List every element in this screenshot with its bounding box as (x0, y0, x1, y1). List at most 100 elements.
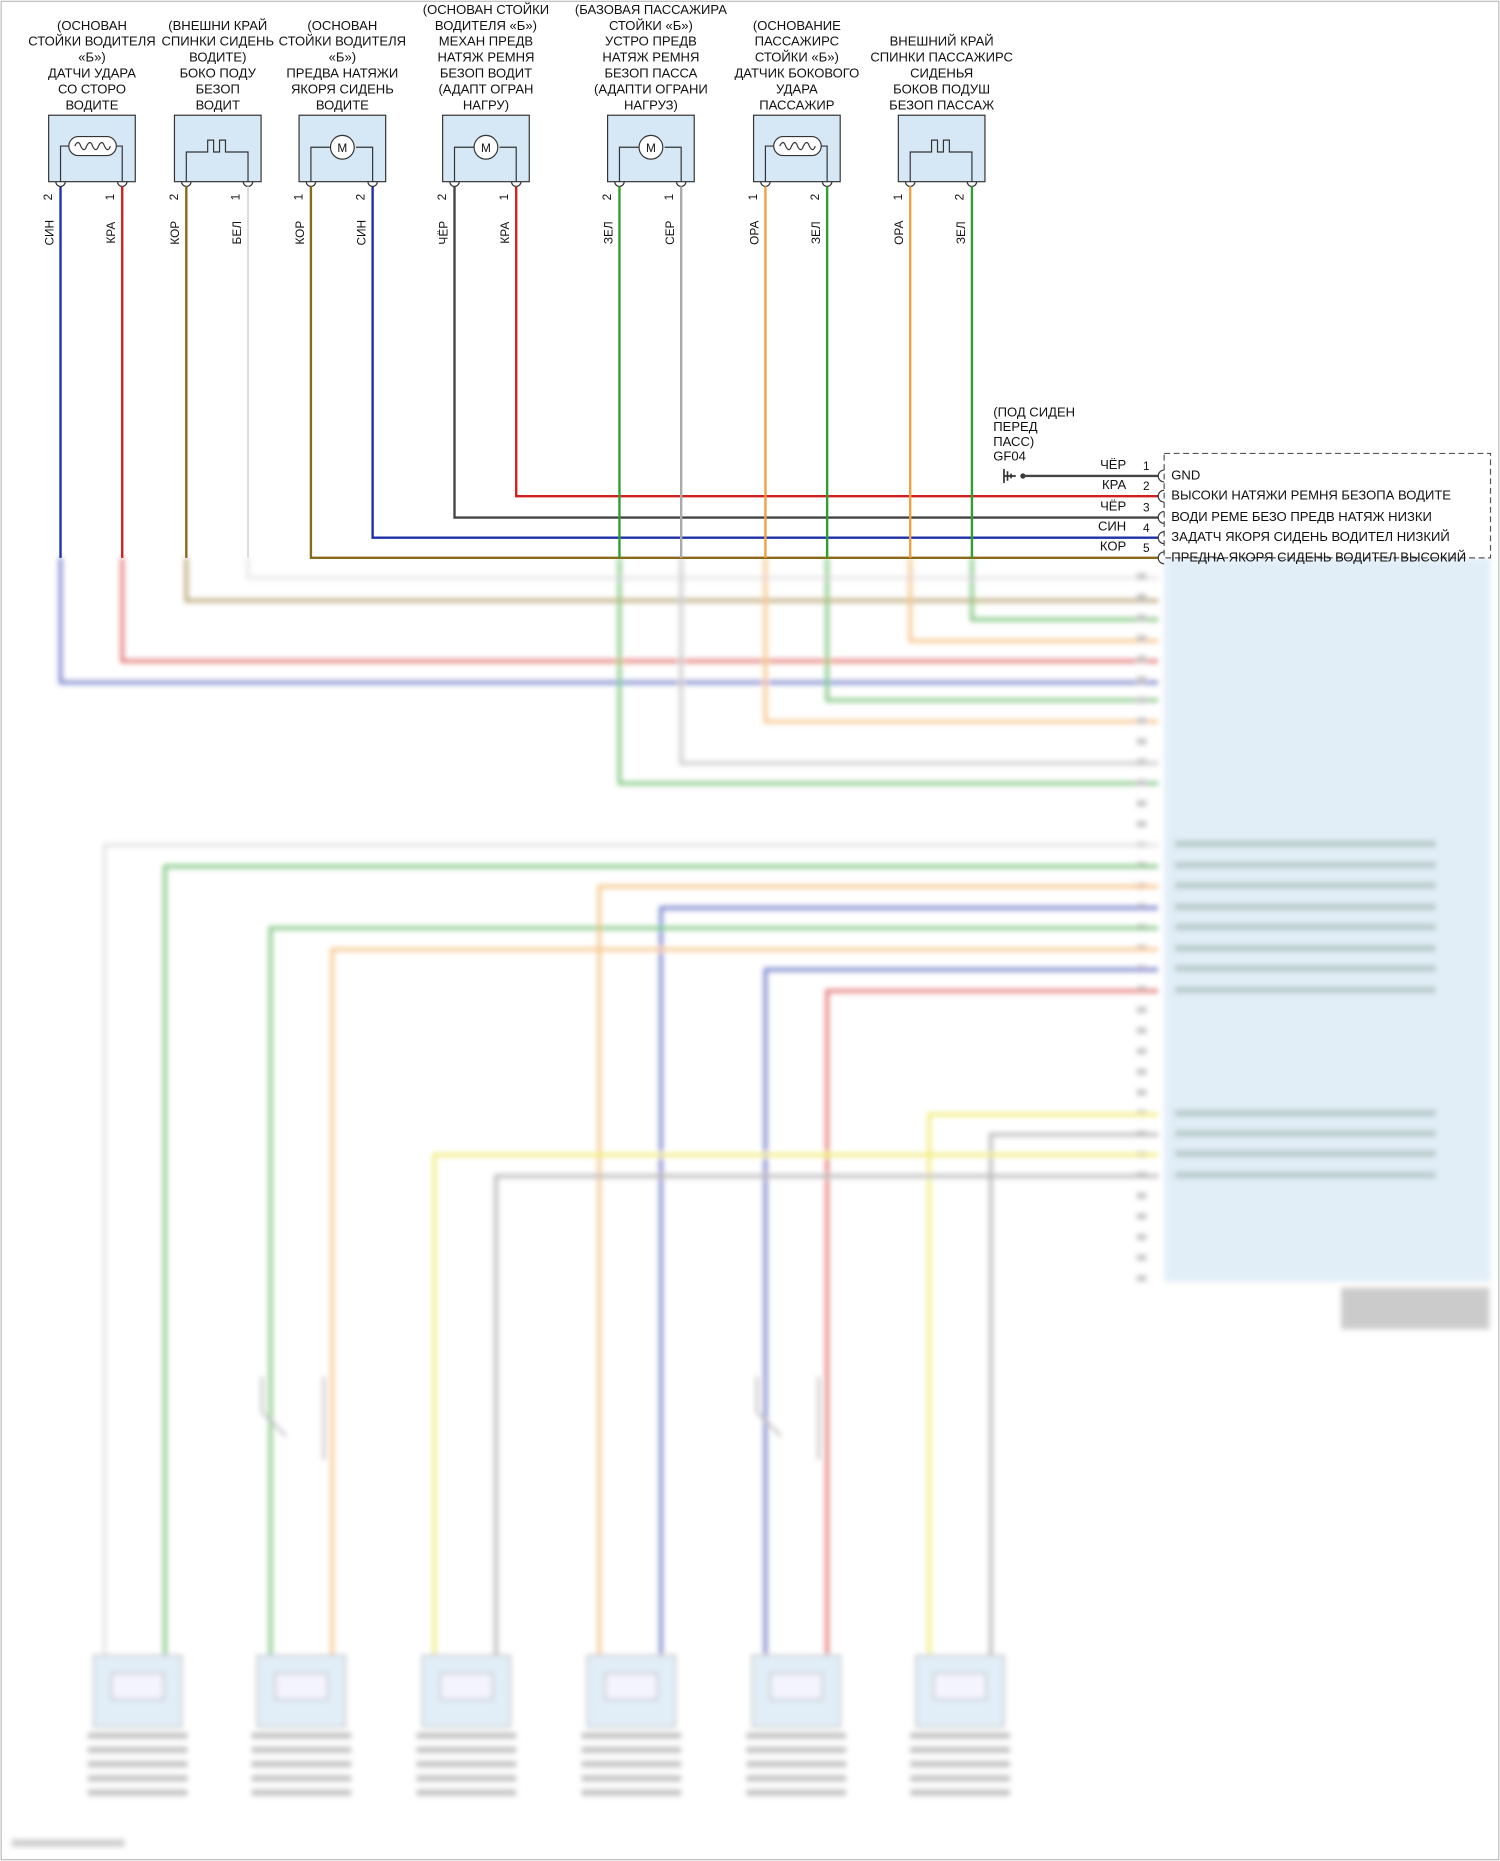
blurred-signal (1174, 986, 1436, 994)
blurred-switch (755, 1376, 821, 1460)
wire-code: СЕР (663, 220, 677, 244)
bottom-label (746, 1775, 847, 1782)
component-label: (ОСНОВАН (307, 18, 377, 33)
blurred-signal (1174, 964, 1436, 973)
pin-connector (305, 181, 317, 187)
module-pin-number: 3 (1143, 501, 1150, 515)
ground-symbol (1003, 468, 1016, 484)
component-label: НАТЯЖ РЕМНЯ (437, 50, 534, 65)
wire-blurred (184, 557, 1159, 603)
module-signal: ЗАДАТЧ ЯКОРЯ СИДЕНЬ ВОДИТЕЛ НИЗКИЙ (1171, 529, 1450, 544)
pin-number: 2 (808, 194, 822, 201)
module-connector (1157, 510, 1165, 525)
component-label: БЕЗОП ВОДИТ (440, 65, 532, 80)
wire-code: ЗЕЛ (601, 221, 615, 244)
blurred-signal (1174, 923, 1436, 931)
pin-connector (510, 181, 522, 187)
bottom-label (87, 1775, 188, 1782)
wire-blurred (102, 843, 1159, 1660)
wire-blurred (970, 557, 1159, 622)
component-label: НАГРУ) (463, 97, 509, 112)
wire-blurred (330, 947, 1159, 1660)
blurred-pin-number (1136, 655, 1147, 662)
component-label: (АДАПТ ОГРАН (438, 81, 533, 96)
component-label: БЕЗОП ПАССА (604, 65, 697, 80)
blurred-footer (11, 1839, 125, 1847)
bottom-label (910, 1761, 1010, 1768)
motor-letter: M (337, 141, 347, 155)
blurred-pin-number (1136, 1192, 1147, 1199)
blurred-pin-number (1136, 676, 1147, 683)
wire-code: СИН (355, 220, 369, 246)
blurred-signal (1174, 903, 1436, 911)
sensor-coil (779, 141, 816, 151)
component-label: ДАТЧИК БОКОВОГО (734, 65, 859, 80)
blurred-pin-number (1136, 1213, 1147, 1220)
component-label: МЕХАН ПРЕДВ (439, 34, 534, 49)
blurred-signal (1174, 1129, 1436, 1137)
bottom-label (581, 1732, 682, 1739)
wire-code: ОРА (892, 221, 906, 245)
component-label: (АДАПТИ ОГРАНИ (594, 81, 708, 96)
module-signal: ВОДИ РЕМЕ БЕЗО ПРЕДВ НАТЯЖ НИЗКИ (1171, 509, 1432, 524)
blurred-signal (1174, 881, 1436, 889)
wire-code: ОРА (747, 221, 761, 245)
wire (515, 186, 1159, 498)
bottom-label (581, 1761, 682, 1768)
motor-body (329, 134, 355, 160)
component-label: ДАТЧИ УДАРА (48, 65, 136, 80)
pin-number: 1 (746, 193, 760, 200)
blurred-pin-number (1136, 717, 1147, 724)
blurred-pin-number (1136, 1275, 1147, 1282)
module-signal: ПРЕДНА ЯКОРЯ СИДЕНЬ ВОДИТЕЛ ВЫСОКИЙ (1171, 549, 1466, 564)
module-connector (1157, 489, 1165, 503)
pin-connector (242, 181, 254, 187)
module-wire-code: ЧЁР (1100, 498, 1126, 513)
wire-blurred (659, 906, 1159, 1660)
wire-blurred (763, 557, 1159, 724)
bottom-label (581, 1746, 682, 1753)
bottom-label (910, 1732, 1010, 1739)
wire-blurred (989, 1132, 1159, 1660)
wire (309, 186, 1159, 560)
module-wire-code: КОР (1100, 539, 1127, 554)
bottom-label (251, 1775, 352, 1782)
bottom-label (416, 1732, 517, 1739)
ground-label: GF04 (993, 448, 1026, 463)
motor-leads (310, 146, 374, 182)
bottom-symbol (933, 1672, 987, 1701)
module-connector (1157, 551, 1165, 565)
pin-number: 2 (953, 194, 967, 201)
blurred-pin-number (1136, 800, 1147, 807)
pin-connector (180, 181, 192, 187)
blurred-pin-number (1136, 1068, 1147, 1075)
pin-connector (55, 181, 66, 187)
wire-code: БЕЛ (230, 221, 244, 244)
blurred-module-name (1340, 1287, 1490, 1330)
component-label: ВОДИТЕ (316, 97, 369, 112)
blurred-pin-number (1136, 1234, 1147, 1240)
wire-blurred (268, 926, 1159, 1660)
module-wire-code: ЧЁР (1100, 457, 1126, 472)
blurred-signal (1174, 1150, 1436, 1158)
blurred-region (11, 557, 1491, 1847)
wire-code: КРА (498, 222, 512, 244)
bottom-label (746, 1761, 847, 1768)
ground-label: ПАСС) (993, 434, 1034, 449)
bottom-label (416, 1746, 517, 1753)
blurred-signal (1174, 840, 1436, 848)
bottom-label (910, 1789, 1010, 1796)
wire-blurred (597, 884, 1159, 1660)
pin-connector (449, 181, 460, 187)
blurred-pin-number (1136, 573, 1147, 580)
module-pin-number: 5 (1143, 541, 1150, 555)
pin-number: 1 (229, 193, 243, 200)
blurred-pin-number (1136, 1006, 1147, 1013)
wire-code: СИН (42, 220, 56, 246)
wire-code: ЗЕЛ (809, 221, 823, 244)
module-signal: ВЫСОКИ НАТЯЖИ РЕМНЯ БЕЗОПА ВОДИТЕ (1171, 488, 1451, 503)
component-label: БОКО ПОДУ (180, 65, 257, 80)
wire-code: КОР (168, 221, 182, 245)
wire-blurred (432, 1153, 1159, 1660)
